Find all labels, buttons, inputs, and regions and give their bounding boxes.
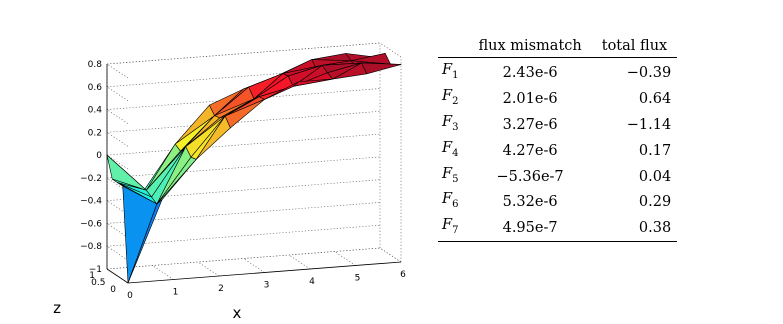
grid-line xyxy=(106,88,381,110)
flux-mismatch-cell: −5.36e-7 xyxy=(496,168,564,185)
value-tick-label: −0.6 xyxy=(80,219,102,229)
x-tick-label: 3 xyxy=(264,281,270,291)
grid-line xyxy=(106,133,381,156)
table-row: F2 2.01e-6 0.64 xyxy=(438,86,677,112)
surface-mesh xyxy=(106,53,402,284)
grid-line xyxy=(106,224,381,247)
table-row: F6 5.32e-6 0.29 xyxy=(438,189,677,215)
grid-line xyxy=(106,109,129,124)
flux-mismatch-cell: 5.32e-6 xyxy=(502,194,558,211)
value-tick-label: 0.8 xyxy=(88,60,103,70)
value-tick-label: −0.2 xyxy=(80,174,102,184)
total-flux-cell: 0.04 xyxy=(638,168,672,185)
z-tick-label: 0.5 xyxy=(91,278,105,288)
total-flux-cell: −0.39 xyxy=(626,64,672,81)
grid-line xyxy=(106,154,129,170)
flux-mismatch-cell: 4.95e-7 xyxy=(502,220,558,237)
grid-line xyxy=(288,254,311,270)
grid-line xyxy=(106,247,381,270)
value-tick-label: −0.8 xyxy=(80,242,102,252)
surface-plot: −1−0.8−0.6−0.4−0.200.20.40.60.80 1 2 3 4 5 600… xyxy=(53,42,406,322)
x-axis-label: x xyxy=(233,304,242,322)
header-blank xyxy=(438,38,468,58)
surface-facet xyxy=(156,159,197,205)
table-row: F7 4.95e-7 0.38 xyxy=(438,215,678,242)
row-label: F2 xyxy=(442,87,459,107)
flux-mismatch-cell: 2.43e-6 xyxy=(502,64,558,81)
grid-line xyxy=(106,86,129,102)
grid-line xyxy=(106,156,381,179)
value-tick-label: −1 xyxy=(89,265,102,275)
value-tick-label: 0 xyxy=(96,151,102,161)
grid-line xyxy=(379,42,402,58)
surface-facet xyxy=(293,78,334,87)
z-tick-label: 1 xyxy=(89,271,95,281)
row-label: F3 xyxy=(442,113,459,133)
total-flux-cell: 0.64 xyxy=(638,90,672,107)
grid-line xyxy=(106,132,129,147)
header-flux-mismatch: flux mismatch xyxy=(478,38,582,54)
x-tick-label: 5 xyxy=(355,274,361,284)
table-row: F1 2.43e-6 −0.39 xyxy=(438,58,677,86)
x-tick-label: 4 xyxy=(309,277,315,287)
grid-line xyxy=(106,111,381,133)
z-axis-line xyxy=(106,268,129,284)
value-tick-label: −0.4 xyxy=(80,197,102,207)
x-tick-label: 6 xyxy=(400,270,406,280)
surface-facet xyxy=(224,99,265,129)
grid-line xyxy=(106,223,129,238)
value-tick-label: 0.2 xyxy=(88,128,102,138)
x-axis-line xyxy=(127,261,402,284)
grid-line xyxy=(106,245,129,261)
table-header-row: flux mismatch total flux xyxy=(438,38,678,58)
grid-line xyxy=(106,247,381,270)
table-row: F3 3.27e-6 −1.14 xyxy=(438,112,677,138)
flux-mismatch-cell: 4.27e-6 xyxy=(502,142,558,159)
grid-line xyxy=(379,247,402,263)
x-tick-label: 2 xyxy=(218,284,224,294)
total-flux-cell: −1.14 xyxy=(626,116,672,133)
x-tick-label: 1 xyxy=(173,288,179,298)
flux-mismatch-cell: 2.01e-6 xyxy=(502,90,558,107)
row-label: F1 xyxy=(442,62,459,81)
flux-mismatch-cell: 3.27e-6 xyxy=(502,116,558,133)
total-flux-cell: 0.17 xyxy=(638,142,672,159)
row-label: F7 xyxy=(442,217,459,237)
value-tick-label: 0.6 xyxy=(88,83,103,93)
value-tick-label: 0.4 xyxy=(88,106,103,116)
table-row: F4 4.27e-6 0.17 xyxy=(438,138,677,164)
axes-box xyxy=(106,42,402,284)
total-flux-cell: 0.38 xyxy=(638,220,672,237)
tick-labels: −1−0.8−0.6−0.4−0.200.20.40.60.80 1 2 3 4 5 600… xyxy=(80,60,406,301)
row-label: F5 xyxy=(442,165,459,185)
z-tick-label: 0 xyxy=(110,285,116,295)
grid-line xyxy=(334,251,356,266)
header-total-flux: total flux xyxy=(601,38,668,54)
row-label: F6 xyxy=(442,191,459,211)
grid-line xyxy=(106,42,381,65)
grid-line xyxy=(106,63,129,79)
z-axis-label: z xyxy=(53,299,61,317)
total-flux-cell: 0.29 xyxy=(638,194,672,211)
surface-facet xyxy=(361,62,402,75)
table-row: F5 −5.36e-7 0.04 xyxy=(438,164,677,190)
grid-line xyxy=(197,261,220,277)
row-label: F4 xyxy=(442,139,459,159)
grid-line xyxy=(243,258,265,273)
flux-table: flux mismatch total flux F1 2.43e-6 −0.39 F… xyxy=(438,38,678,242)
grid-line xyxy=(152,265,174,280)
x-tick-label: 0 xyxy=(127,291,133,301)
